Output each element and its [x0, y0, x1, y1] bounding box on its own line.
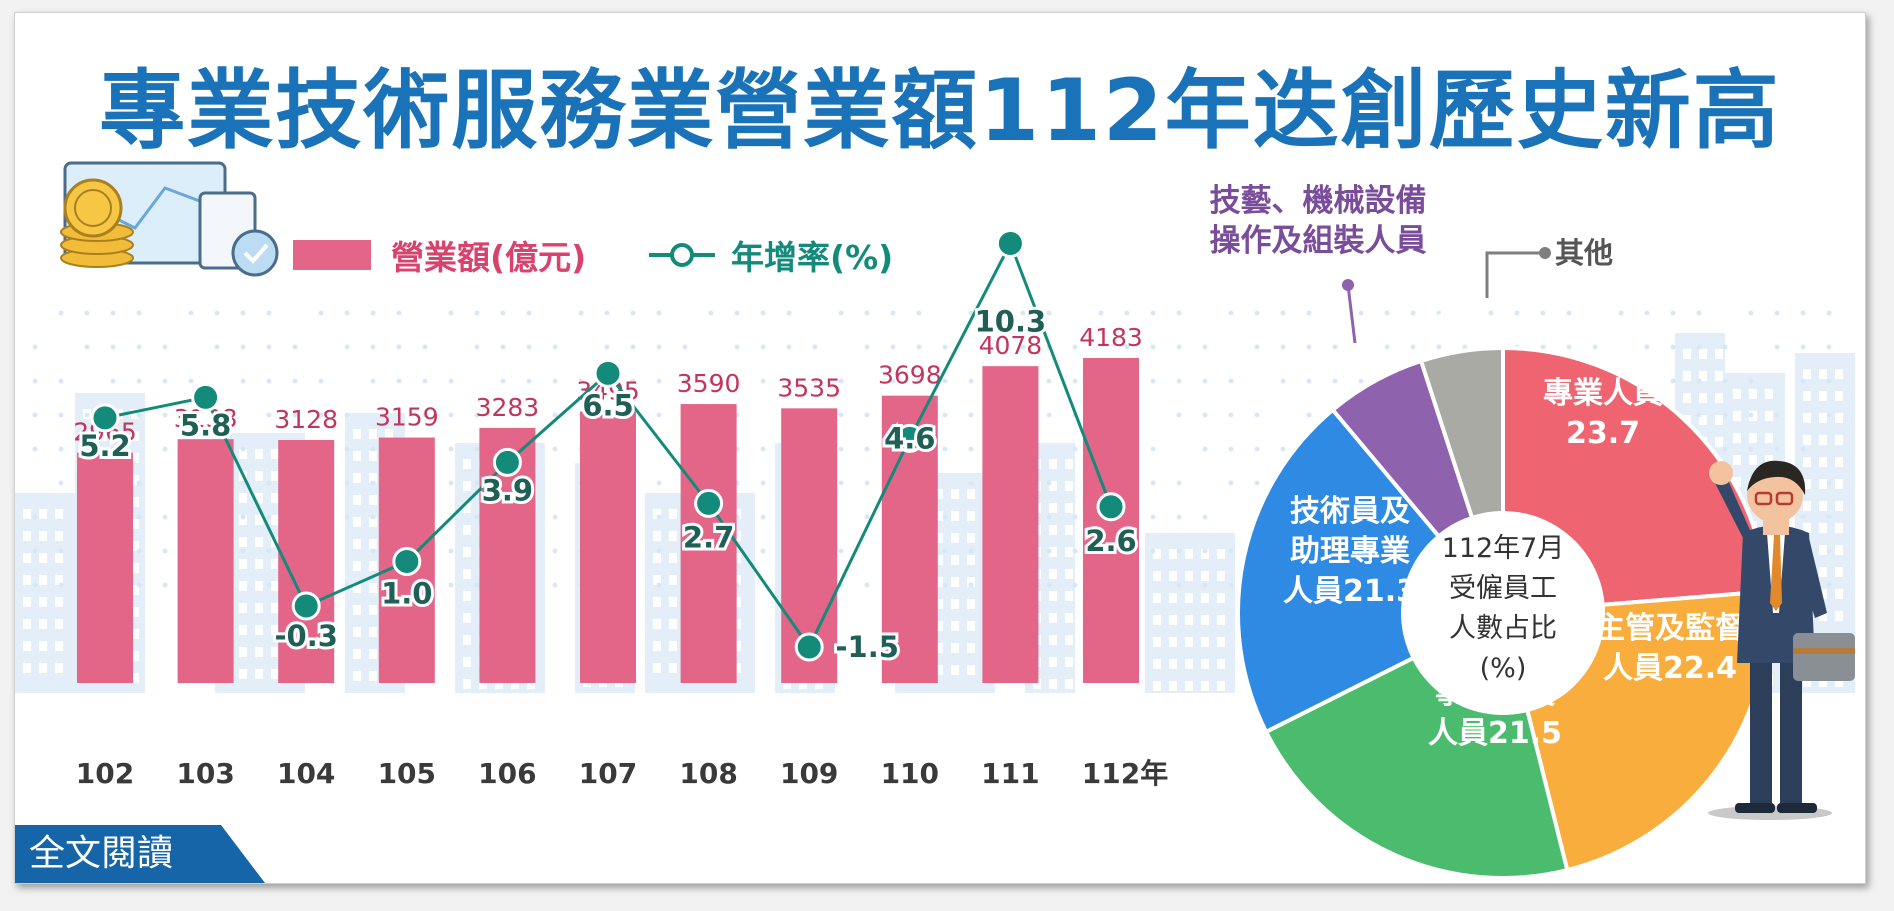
x-tick-label: 109: [780, 757, 838, 790]
legend-line-marker: [649, 243, 715, 267]
rate-point: [392, 547, 422, 576]
bar-103: [177, 439, 234, 683]
callout-label: 其他: [1555, 236, 1613, 270]
rate-point: [1096, 492, 1126, 522]
pie-slice: [1236, 407, 1507, 735]
pie-slice-label: 人員22.4: [1603, 651, 1737, 686]
rate-point: [291, 591, 321, 621]
pie-center-label: 受僱員工: [1449, 573, 1557, 604]
callout-dot: [1342, 279, 1354, 291]
bar-104: [278, 439, 335, 683]
rate-point: [90, 403, 120, 433]
rate-point: [895, 423, 925, 453]
rate-label: 5.8: [180, 408, 231, 442]
bar-108: [680, 404, 737, 683]
bar-value-label: 3159: [375, 403, 439, 432]
businessman-illustration: [1708, 460, 1855, 820]
pie-center-label: 112年7月: [1442, 533, 1565, 564]
legend-line-label: 年增率(%): [731, 238, 894, 277]
bar-value-label: 3698: [878, 361, 942, 390]
legend-line-item: 年增率(%): [647, 235, 893, 277]
infographic-frame: 2965313831283159328334953590353536984078…: [14, 12, 1866, 884]
legend-bar-swatch: [293, 240, 371, 270]
rate-point: [492, 447, 522, 477]
rate-label: 5.2: [79, 429, 130, 463]
pie-slice-label: 助理專業: [1290, 534, 1410, 569]
x-tick-label: 110: [881, 757, 939, 790]
pie-center-label: 人數占比: [1449, 613, 1557, 644]
rate-point: [694, 488, 724, 518]
rate-point: [191, 382, 221, 412]
building-silhouette: [15, 493, 75, 693]
bar-111: [982, 366, 1039, 683]
pie-center-label: (%): [1480, 653, 1527, 684]
callout-label: 操作及組裝人員: [1210, 223, 1427, 259]
callout-line: [1485, 251, 1545, 298]
bar-series: 2965313831283159328334953590353536984078…: [73, 323, 1143, 683]
legend-bar-label: 營業額(億元): [391, 238, 587, 277]
rate-label: 4.6: [884, 421, 935, 455]
bar-value-label: 3128: [274, 405, 338, 434]
bar-value-label: 3535: [777, 373, 841, 402]
pie-center: [1401, 511, 1605, 715]
x-tick-label: 111: [981, 757, 1039, 790]
legend-bar-item: 營業額(億元): [293, 235, 586, 277]
pie-slice-label: 技術員及: [1290, 494, 1410, 529]
read-full-text-button[interactable]: 全文閱讀: [15, 825, 265, 883]
x-tick-label: 112年: [1082, 757, 1168, 790]
pie-slice-label: 主管及監督: [1595, 611, 1745, 646]
pie-slice-label: 專業人員: [1543, 376, 1663, 411]
pie-slice-label: 6.1: [1348, 312, 1401, 347]
bar-value-label: 3283: [476, 393, 540, 422]
rate-label: 3.9: [482, 473, 533, 507]
callout-line: [1346, 284, 1357, 344]
rate-label: -0.3: [274, 619, 337, 653]
x-tick-label: 107: [579, 757, 637, 790]
callout-dot: [1539, 247, 1551, 259]
bar-107: [580, 411, 636, 683]
bar-value-label: 4078: [979, 331, 1043, 360]
x-tick-label: 106: [478, 757, 536, 790]
x-tick-label: 102: [76, 757, 134, 790]
callout-label: 技藝、機械設備: [1210, 183, 1427, 219]
bar-102: [77, 452, 133, 683]
rate-point: [794, 632, 824, 662]
pie-slice-label: 5.0: [1428, 291, 1481, 326]
pie-slice-label: 人員21.5: [1428, 716, 1562, 751]
x-tick-label: 103: [176, 757, 234, 790]
rate-label: 2.6: [1085, 524, 1136, 558]
building-silhouette: [1145, 533, 1235, 693]
pie-slice-label: 23.7: [1566, 416, 1640, 451]
x-tick-label: 105: [378, 757, 436, 790]
page-title: 專業技術服務業營業額112年迭創歷史新高: [99, 61, 1781, 161]
x-tick-label: 108: [679, 757, 737, 790]
coins-calculator-icon: [60, 161, 279, 277]
rate-point: [593, 358, 623, 388]
bar-value-label: 3590: [677, 369, 741, 398]
rate-point: [995, 228, 1025, 258]
rate-label: 6.5: [582, 388, 633, 422]
rate-label: 1.0: [381, 577, 432, 611]
rate-label: -1.5: [835, 630, 898, 664]
bar-value-label: 4183: [1079, 323, 1143, 352]
pie-slice-label: 人員21.3: [1283, 574, 1417, 609]
chart-stage: 2965313831283159328334953590353536984078…: [15, 161, 1855, 880]
rate-label: 10.3: [975, 304, 1047, 338]
x-tick-label: 104: [277, 757, 335, 790]
rate-label: 2.7: [683, 520, 734, 554]
